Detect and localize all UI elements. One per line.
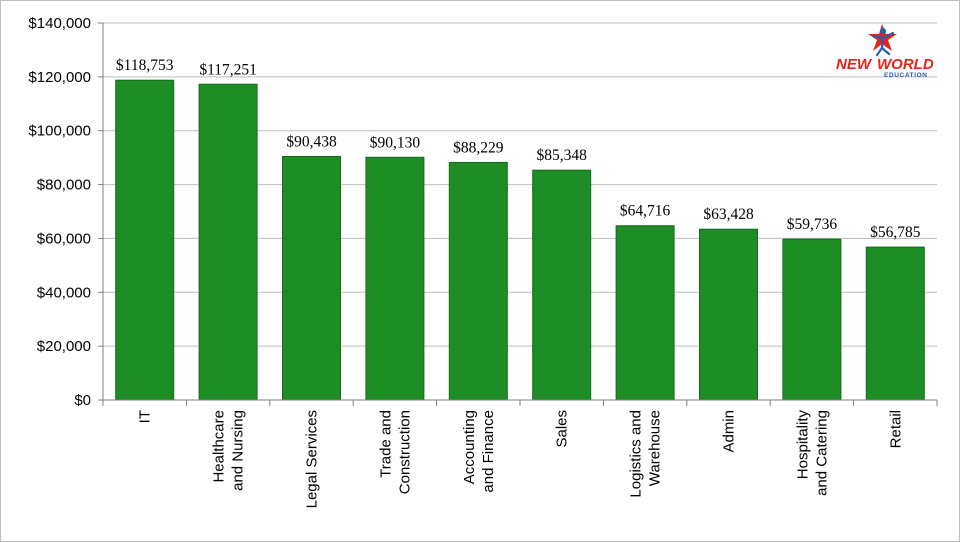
- category-label-line: Logistics and: [628, 410, 645, 498]
- category-label-line: and Catering: [813, 410, 830, 496]
- bar: [115, 79, 175, 401]
- category-label-line: Hospitality: [794, 410, 811, 480]
- y-tick-label: $80,000: [37, 177, 91, 194]
- bar: [365, 156, 425, 401]
- value-label: $117,251: [199, 61, 257, 78]
- y-tick-label: $120,000: [28, 69, 91, 86]
- category-label-line: Accounting: [461, 410, 478, 484]
- category-label: Admin: [721, 410, 738, 453]
- value-label: $90,438: [286, 133, 337, 150]
- bar: [615, 225, 675, 401]
- category-label: IT: [137, 410, 154, 423]
- new-world-education-logo: NEW WORLD EDUCATION: [836, 24, 934, 79]
- star-person-icon: [868, 24, 897, 57]
- category-label-line: Legal Services: [304, 410, 321, 508]
- y-axis-ticks: $0 $20,000 $40,000 $60,000 $80,000 $100,000 $1…: [28, 15, 103, 409]
- logo-subtext: EDUCATION: [884, 72, 928, 79]
- bar: [782, 238, 842, 401]
- category-label: Sales: [554, 410, 571, 448]
- category-label-line: Healthcare: [211, 410, 228, 483]
- category-label: Logistics and Warehouse: [628, 410, 664, 498]
- category-label: Legal Services: [304, 410, 321, 508]
- category-label: Retail: [887, 410, 904, 448]
- y-tick-label: $60,000: [37, 230, 91, 247]
- category-label: Accounting and Finance: [461, 410, 497, 493]
- value-labels: $118,753 $117,251 $90,438 $90,130 $88,229 $85…: [116, 57, 921, 241]
- value-label: $59,736: [787, 216, 838, 233]
- category-label-line: Sales: [554, 410, 571, 448]
- y-tick-label: $0: [74, 392, 91, 409]
- logo-text-world: WORLD: [877, 56, 934, 73]
- category-label: Healthcare and Nursing: [211, 410, 247, 491]
- bar: [198, 83, 258, 401]
- bar: [448, 161, 508, 401]
- category-label: Trade and Construction: [377, 410, 413, 494]
- value-label: $85,348: [537, 147, 588, 164]
- value-label: $118,753: [116, 57, 174, 74]
- category-label-line: and Finance: [480, 410, 497, 493]
- bar: [865, 246, 925, 401]
- bar: [699, 228, 758, 401]
- category-label-line: Trade and: [377, 410, 394, 478]
- logo-text-new: NEW: [836, 56, 873, 73]
- value-label: $90,130: [370, 134, 421, 151]
- category-label-line: Warehouse: [647, 410, 664, 486]
- value-label: $64,716: [620, 203, 671, 220]
- category-labels: IT Healthcare and Nursing Legal Services Tra…: [102, 400, 938, 508]
- y-tick-label: $40,000: [37, 284, 91, 301]
- category-label-line: IT: [137, 410, 154, 423]
- category-label: Hospitality and Catering: [794, 410, 830, 496]
- category-label-line: Retail: [887, 410, 904, 448]
- bar: [532, 169, 592, 401]
- y-tick-label: $20,000: [37, 338, 91, 355]
- category-label-line: Construction: [396, 410, 413, 494]
- value-label: $88,229: [453, 139, 504, 156]
- bar: [282, 155, 341, 401]
- category-label-line: and Nursing: [230, 410, 247, 491]
- value-label: $63,428: [703, 206, 754, 223]
- value-label: $56,785: [870, 224, 921, 241]
- bars: [115, 79, 925, 401]
- y-tick-label: $140,000: [28, 15, 91, 32]
- category-label-line: Admin: [721, 410, 738, 453]
- y-tick-label: $100,000: [28, 123, 91, 140]
